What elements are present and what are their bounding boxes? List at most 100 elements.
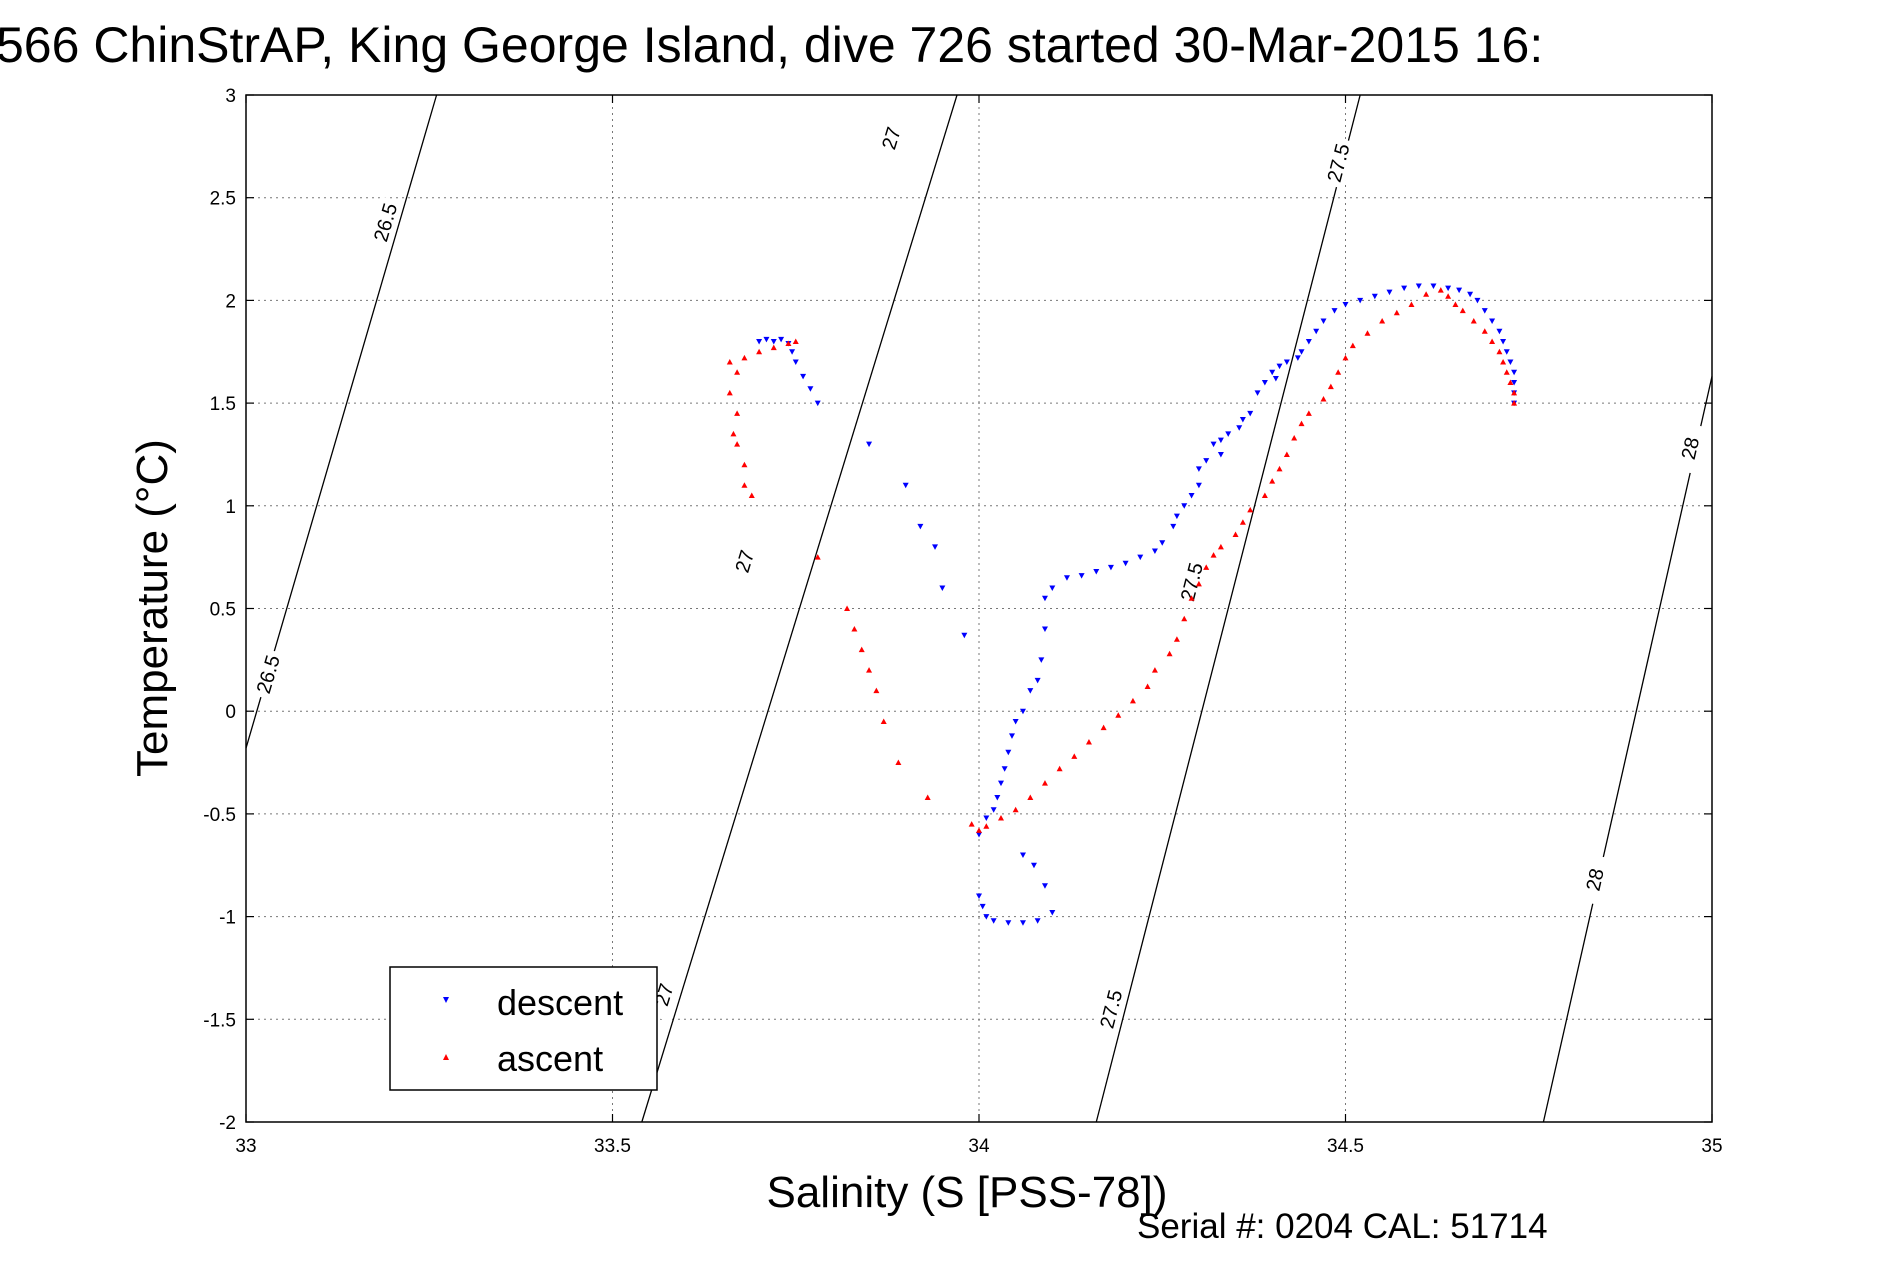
axis-ticks: 33 33.5 34 34.5 35 3 2.5 2 1.5 1 0.5 0 -0.5 -1 -1.5 -2 <box>203 86 1722 1157</box>
contour-label-background <box>249 647 287 701</box>
descent-point <box>807 386 814 392</box>
ascent-point <box>1041 780 1048 786</box>
ascent-point <box>1507 379 1514 386</box>
ascent-point <box>1364 330 1371 336</box>
ascent-point <box>1298 420 1305 427</box>
ascent-point <box>1173 636 1180 642</box>
descent-point <box>778 336 785 343</box>
ascent-point <box>1210 552 1217 558</box>
descent-point <box>1298 349 1305 355</box>
descent-point <box>1019 708 1026 715</box>
descent-point <box>1038 657 1045 663</box>
ascent-point <box>1269 478 1276 484</box>
ascent-point <box>1503 369 1510 375</box>
descent-point <box>1049 585 1056 591</box>
contour-label: 27.5 <box>1096 988 1127 1031</box>
legend-ascent-marker <box>443 1054 449 1060</box>
descent-point <box>1294 355 1301 361</box>
descent-point <box>1217 451 1224 458</box>
descent-point <box>770 338 777 345</box>
ascent-point <box>741 482 748 488</box>
descent-point <box>1041 595 1048 602</box>
descent-point <box>792 359 799 366</box>
descent-point <box>917 523 924 530</box>
descent-point <box>1254 390 1261 396</box>
descent-point <box>1386 289 1393 296</box>
descent-point <box>1034 918 1041 924</box>
descent-point <box>1456 287 1463 294</box>
ascent-point <box>1452 301 1459 308</box>
contour-label: 28 <box>1678 435 1704 462</box>
descent-point <box>1511 369 1518 376</box>
ascent-point <box>741 461 748 468</box>
descent-point <box>1049 909 1056 916</box>
legend: descent ascent <box>389 966 658 1091</box>
descent-point <box>866 441 873 448</box>
legend-box <box>389 966 658 1091</box>
descent-point <box>997 780 1004 787</box>
y-tick-label: 1.5 <box>210 394 236 415</box>
ascent-point <box>968 821 975 827</box>
ascent-point <box>1481 328 1488 334</box>
ascent-point <box>1327 383 1334 390</box>
descent-point <box>756 338 763 345</box>
descent-point <box>1269 369 1276 376</box>
ascent-point <box>1437 287 1444 293</box>
ascent-point <box>1423 291 1430 297</box>
descent-point <box>1137 554 1144 561</box>
ascent-point <box>858 646 865 653</box>
descent-point <box>1401 285 1408 292</box>
descent-point <box>1122 560 1129 567</box>
descent-point <box>1236 425 1243 431</box>
ascent-point <box>1151 667 1158 673</box>
descent-point <box>1027 688 1034 694</box>
y-tick-label: 0.5 <box>210 600 236 621</box>
contour-label-background <box>872 111 910 165</box>
ascent-point <box>1445 293 1452 299</box>
ascent-point <box>1203 564 1210 570</box>
descent-point <box>1357 297 1364 304</box>
ascent-point <box>730 430 737 437</box>
ascent-point <box>756 348 763 355</box>
ascent-point <box>851 626 858 632</box>
descent-point <box>1445 285 1452 292</box>
x-tick-label: 33 <box>235 1136 256 1157</box>
legend-descent-marker <box>443 997 449 1003</box>
contour-label: 26.5 <box>370 201 402 245</box>
y-tick-label: -1.5 <box>203 1010 236 1031</box>
y-tick-label: -0.5 <box>203 805 236 826</box>
ascent-point <box>1305 410 1312 416</box>
descent-point <box>1217 437 1224 444</box>
y-tick-label: 3 <box>225 86 236 107</box>
descent-point <box>1107 564 1114 571</box>
descent-point <box>1489 318 1496 324</box>
ascent-point <box>1291 435 1298 441</box>
descent-point <box>1507 359 1514 366</box>
ascent-point <box>726 359 733 365</box>
ascent-point <box>741 354 748 361</box>
ascent-point <box>1496 348 1503 355</box>
descent-point <box>763 336 770 343</box>
descent-point <box>1511 380 1518 386</box>
descent-point <box>1496 328 1503 335</box>
x-tick-label: 34 <box>968 1136 990 1157</box>
contour-label-background <box>1320 136 1356 190</box>
ascent-point <box>1181 615 1188 622</box>
ascent-point <box>976 827 982 833</box>
isopycnal-line <box>1095 94 1361 1123</box>
y-tick-label: -2 <box>219 1113 236 1134</box>
descent-point <box>1005 920 1012 926</box>
ascent-point <box>814 554 821 560</box>
ascent-point <box>1247 506 1254 513</box>
x-tick-label: 33.5 <box>594 1136 631 1157</box>
descent-point <box>990 807 997 813</box>
descent-point <box>1019 920 1026 926</box>
descent-point <box>990 918 997 924</box>
descent-point <box>1034 677 1041 684</box>
descent-point <box>1173 513 1180 520</box>
descent-point <box>994 794 1001 801</box>
ascent-point <box>924 794 931 800</box>
descent-point <box>1272 375 1279 382</box>
y-tick-label: 1 <box>225 497 236 518</box>
